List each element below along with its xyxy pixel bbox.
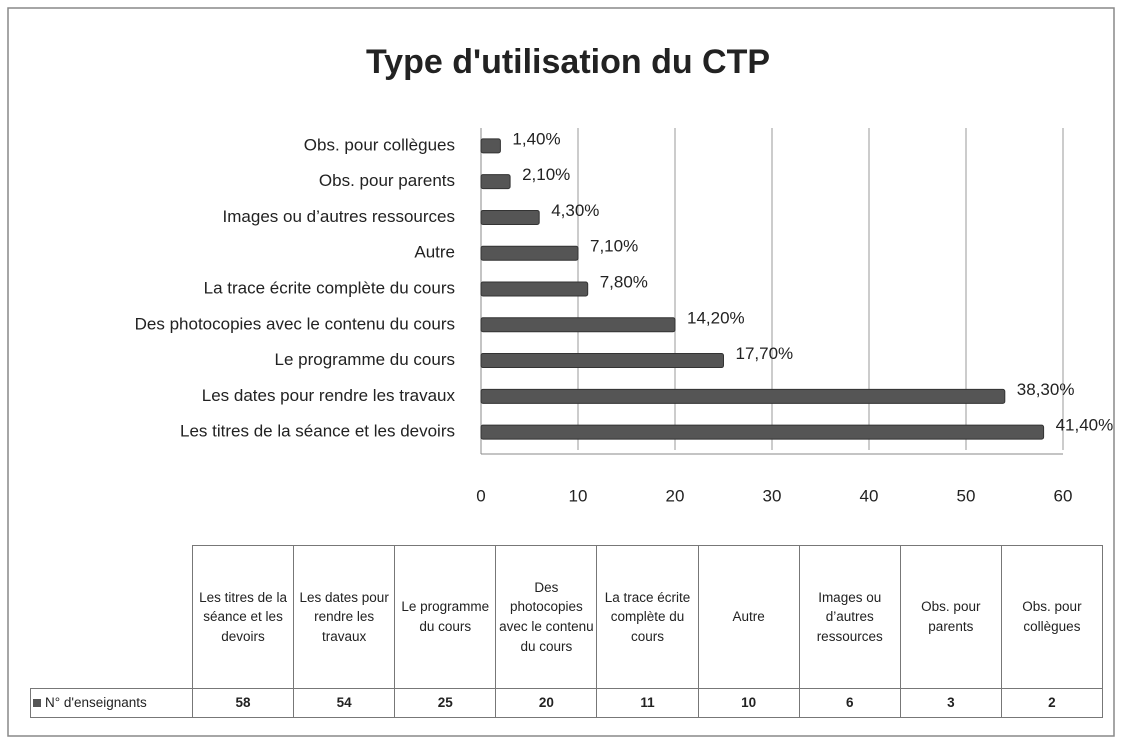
table-value: 10 [697,688,800,718]
data-label: 38,30% [1017,380,1075,399]
y-tick-label: La trace écrite complète du cours [204,278,455,297]
table-value: 25 [394,688,497,718]
table-value: 6 [798,688,901,718]
y-tick-label: Images ou d’autres ressources [223,207,455,226]
legend-label: N° d'enseignants [45,695,147,711]
bar [480,245,579,261]
bar [480,209,540,225]
table-header: Des photocopies avec le contenu du cours [495,545,598,689]
table-value: 11 [596,688,699,718]
data-label: 2,10% [522,165,570,184]
y-tick-label: Obs. pour parents [319,171,455,190]
data-label: 1,40% [512,129,560,148]
data-label: 4,30% [551,201,599,220]
data-label: 7,80% [600,272,648,291]
table-value: 3 [899,688,1002,718]
table-header: Images ou d’autres ressources [798,545,901,689]
bar [480,138,501,154]
table-header: La trace écrite complète du cours [596,545,699,689]
table-header: Le programme du cours [394,545,497,689]
legend-key [33,699,41,707]
table-header: Obs. pour parents [899,545,1002,689]
y-tick-label: Des photocopies avec le contenu du cours [135,314,455,333]
table-value: 58 [192,688,295,718]
bar [480,174,511,190]
chart-border [7,7,1115,737]
x-tick-label: 30 [763,486,782,505]
table-value: 20 [495,688,598,718]
y-tick-label: Les dates pour rendre les travaux [202,386,456,405]
table-value: 54 [293,688,396,718]
table-value: 2 [1000,688,1103,718]
table-header: Obs. pour collègues [1000,545,1103,689]
x-tick-label: 50 [957,486,976,505]
table-header: Autre [697,545,800,689]
data-label: 14,20% [687,308,745,327]
data-label: 7,10% [590,237,638,256]
x-tick-label: 60 [1054,486,1073,505]
data-label: 17,70% [736,344,794,363]
legend-entry: N° d'enseignants [30,688,193,718]
bar [480,281,589,297]
table-header: Les dates pour rendre les travaux [293,545,396,689]
x-tick-label: 40 [860,486,879,505]
data-label: 41,40% [1056,416,1114,435]
bar [480,317,676,333]
bar [480,388,1006,404]
bar [480,424,1045,440]
y-tick-label: Autre [414,243,455,262]
table-header: Les titres de la séance et les devoirs [192,545,295,689]
chart-title: Type d'utilisation du CTP [366,43,770,81]
y-tick-label: Les titres de la séance et les devoirs [180,422,455,441]
x-tick-label: 0 [476,486,485,505]
y-tick-label: Obs. pour collègues [304,135,455,154]
x-tick-label: 10 [569,486,588,505]
y-tick-label: Le programme du cours [275,350,455,369]
x-tick-label: 20 [666,486,685,505]
bar [480,353,724,369]
